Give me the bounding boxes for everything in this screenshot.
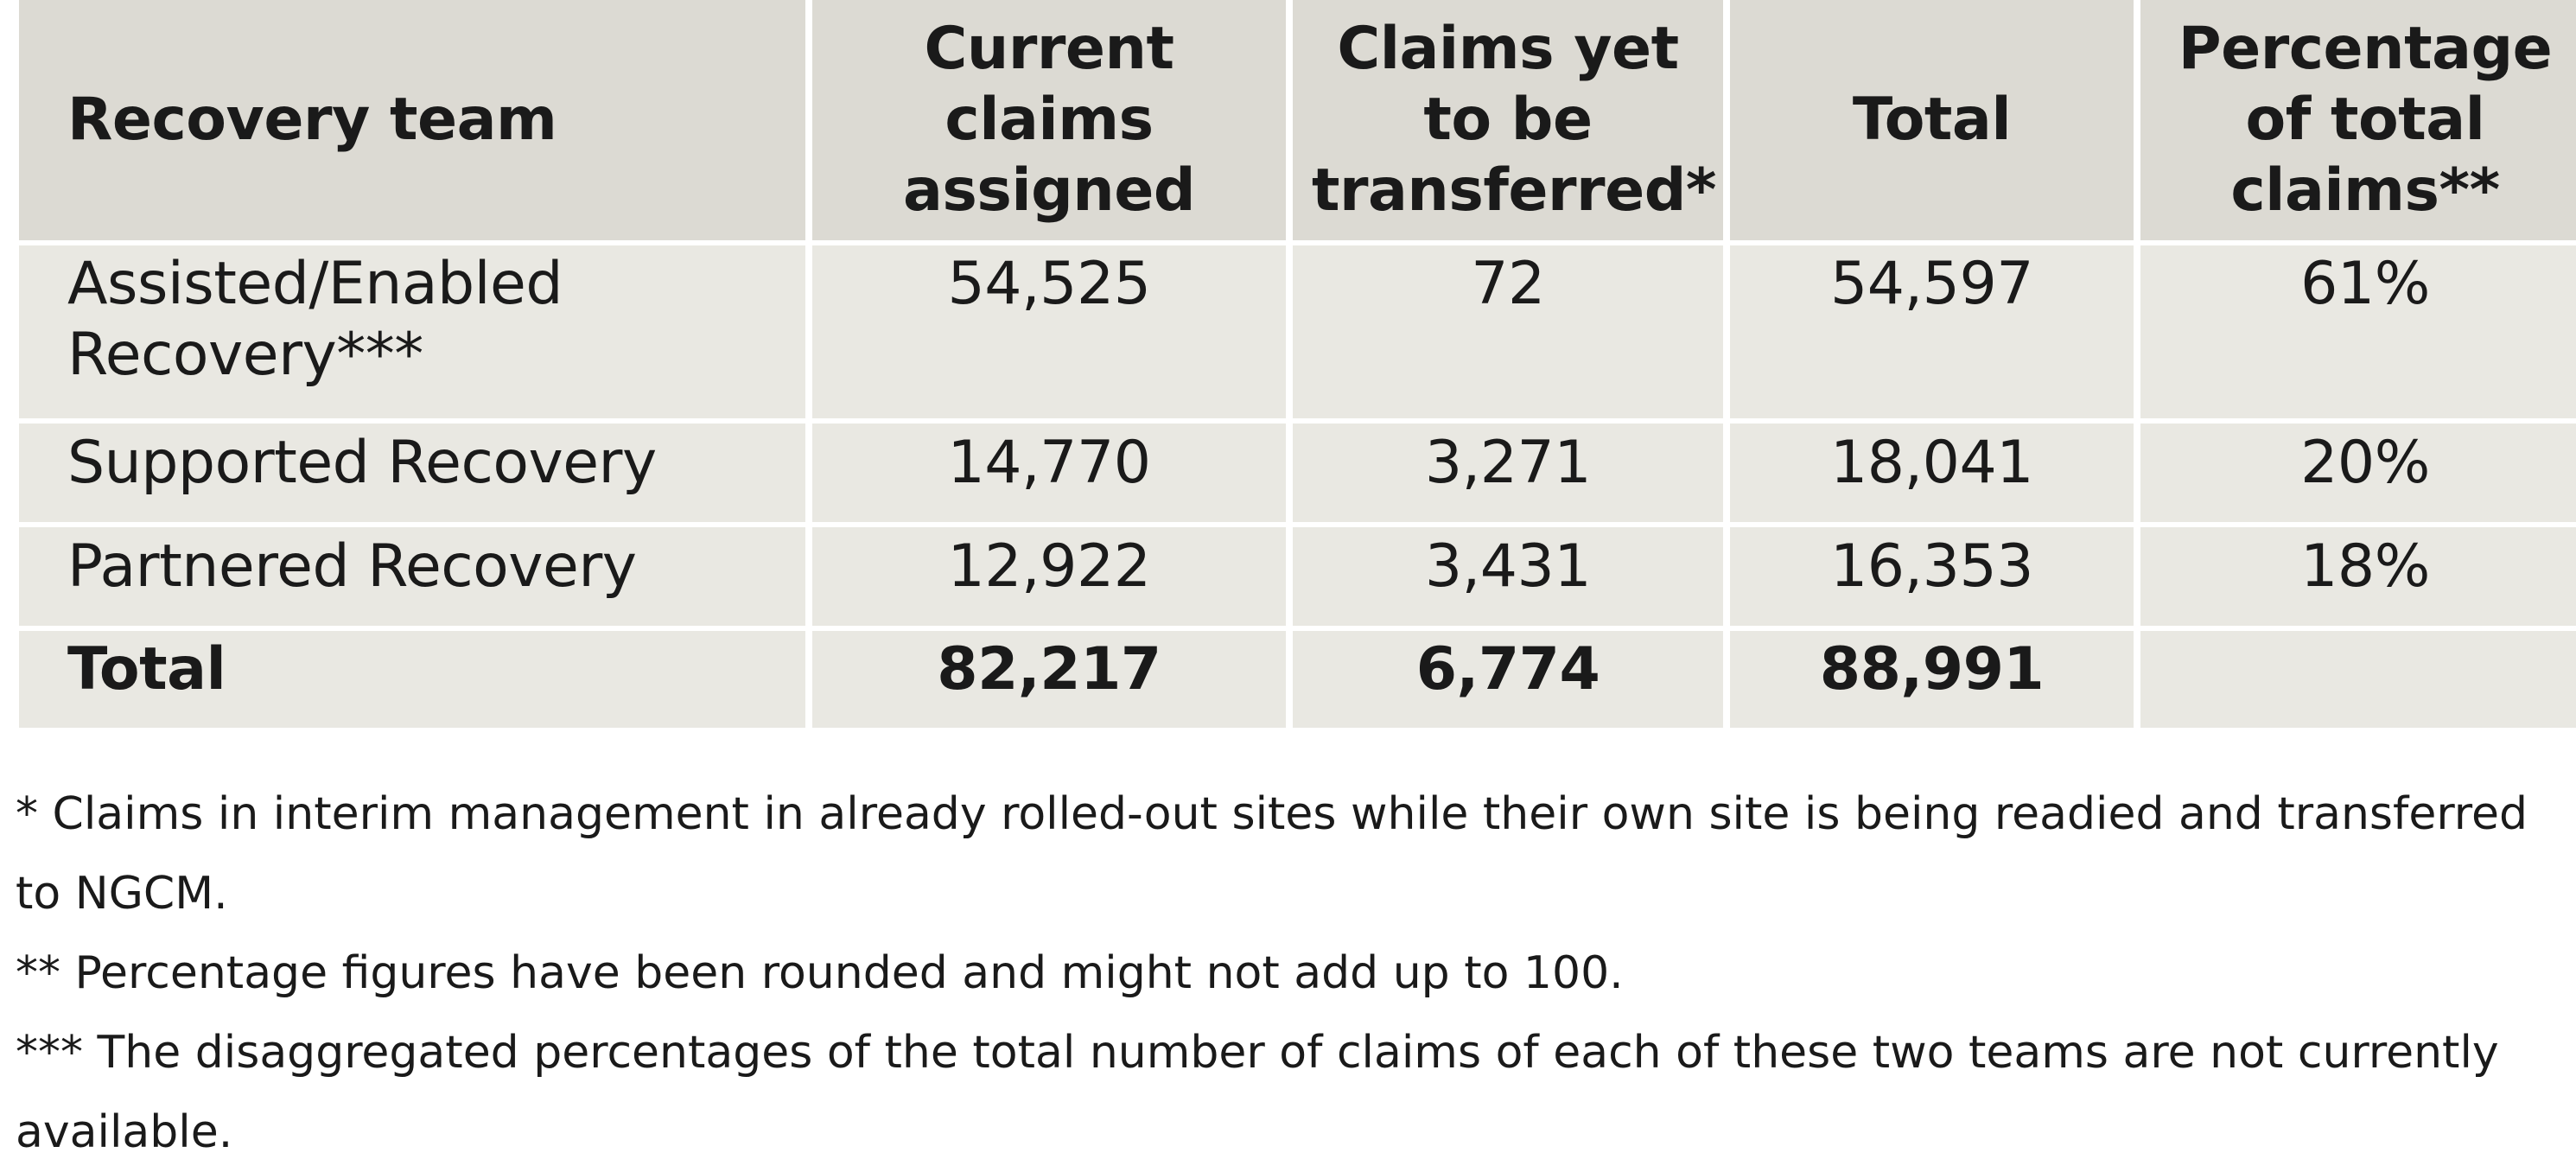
- cell-text: 12,922: [947, 532, 1151, 601]
- cell-text: Partnered Recovery: [67, 532, 637, 601]
- cell-team: Assisted/Enabled Recovery***: [19, 245, 805, 418]
- cell-percentage: 18%: [2140, 527, 2576, 626]
- footnote-3: *** The disaggregated percentages of the…: [16, 1027, 2499, 1158]
- table-row: Assisted/Enabled Recovery*** 54,525 72 5…: [19, 245, 2576, 418]
- header-recovery-team: Recovery team: [19, 0, 805, 240]
- cell-text: 18,041: [1830, 429, 2033, 497]
- total-total: 88,991: [1730, 631, 2134, 728]
- cell-text: 88,991: [1819, 635, 2045, 704]
- header-current-claims: Current claims assigned: [812, 0, 1286, 240]
- footnote-1: * Claims in interim management in alread…: [16, 788, 2528, 920]
- cell-text: 16,353: [1830, 532, 2033, 601]
- total-percentage: [2140, 631, 2576, 728]
- cell-text: 14,770: [947, 429, 1151, 497]
- cell-text: 3,271: [1424, 429, 1592, 497]
- claims-table: Recovery team Current claims assigned Cl…: [12, 0, 2576, 733]
- cell-text: 3,431: [1424, 532, 1592, 601]
- cell-total: 18,041: [1730, 424, 2134, 522]
- footnote-2: ** Percentage figures have been rounded …: [16, 947, 1624, 999]
- cell-text: Supported Recovery: [67, 429, 657, 497]
- cell-text: 6,774: [1415, 635, 1600, 704]
- table-total-row: Total 82,217 6,774 88,991: [19, 631, 2576, 728]
- total-current: 82,217: [812, 631, 1286, 728]
- table-row: Partnered Recovery 12,922 3,431 16,353 1…: [19, 527, 2576, 626]
- cell-total: 54,597: [1730, 245, 2134, 418]
- header-yet-to-transfer: Claims yet to be transferred*: [1293, 0, 1723, 240]
- cell-team: Partnered Recovery: [19, 527, 805, 626]
- cell-percentage: 20%: [2140, 424, 2576, 522]
- total-yet: 6,774: [1293, 631, 1723, 728]
- cell-yet: 3,271: [1293, 424, 1723, 522]
- header-total: Total: [1730, 0, 2134, 240]
- cell-text: 18%: [2300, 532, 2430, 601]
- table-header-row: Recovery team Current claims assigned Cl…: [19, 0, 2576, 240]
- cell-yet: 3,431: [1293, 527, 1723, 626]
- total-label: Total: [19, 631, 805, 728]
- cell-current: 12,922: [812, 527, 1286, 626]
- cell-total: 16,353: [1730, 527, 2134, 626]
- table-row: Supported Recovery 14,770 3,271 18,041 2…: [19, 424, 2576, 522]
- cell-current: 54,525: [812, 245, 1286, 418]
- cell-text: 82,217: [937, 635, 1161, 704]
- cell-text: Total: [67, 635, 226, 704]
- cell-team: Supported Recovery: [19, 424, 805, 522]
- header-percentage: Percentage of total claims**: [2140, 0, 2576, 240]
- cell-text: 20%: [2300, 429, 2430, 497]
- footnotes: * Claims in interim management in alread…: [16, 774, 2556, 1172]
- cell-current: 14,770: [812, 424, 1286, 522]
- cell-yet: 72: [1293, 245, 1723, 418]
- cell-percentage: 61%: [2140, 245, 2576, 418]
